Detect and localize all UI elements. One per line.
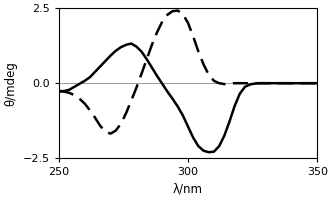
X-axis label: λ/nm: λ/nm <box>173 183 203 196</box>
Y-axis label: θ/mdeg: θ/mdeg <box>4 61 17 106</box>
